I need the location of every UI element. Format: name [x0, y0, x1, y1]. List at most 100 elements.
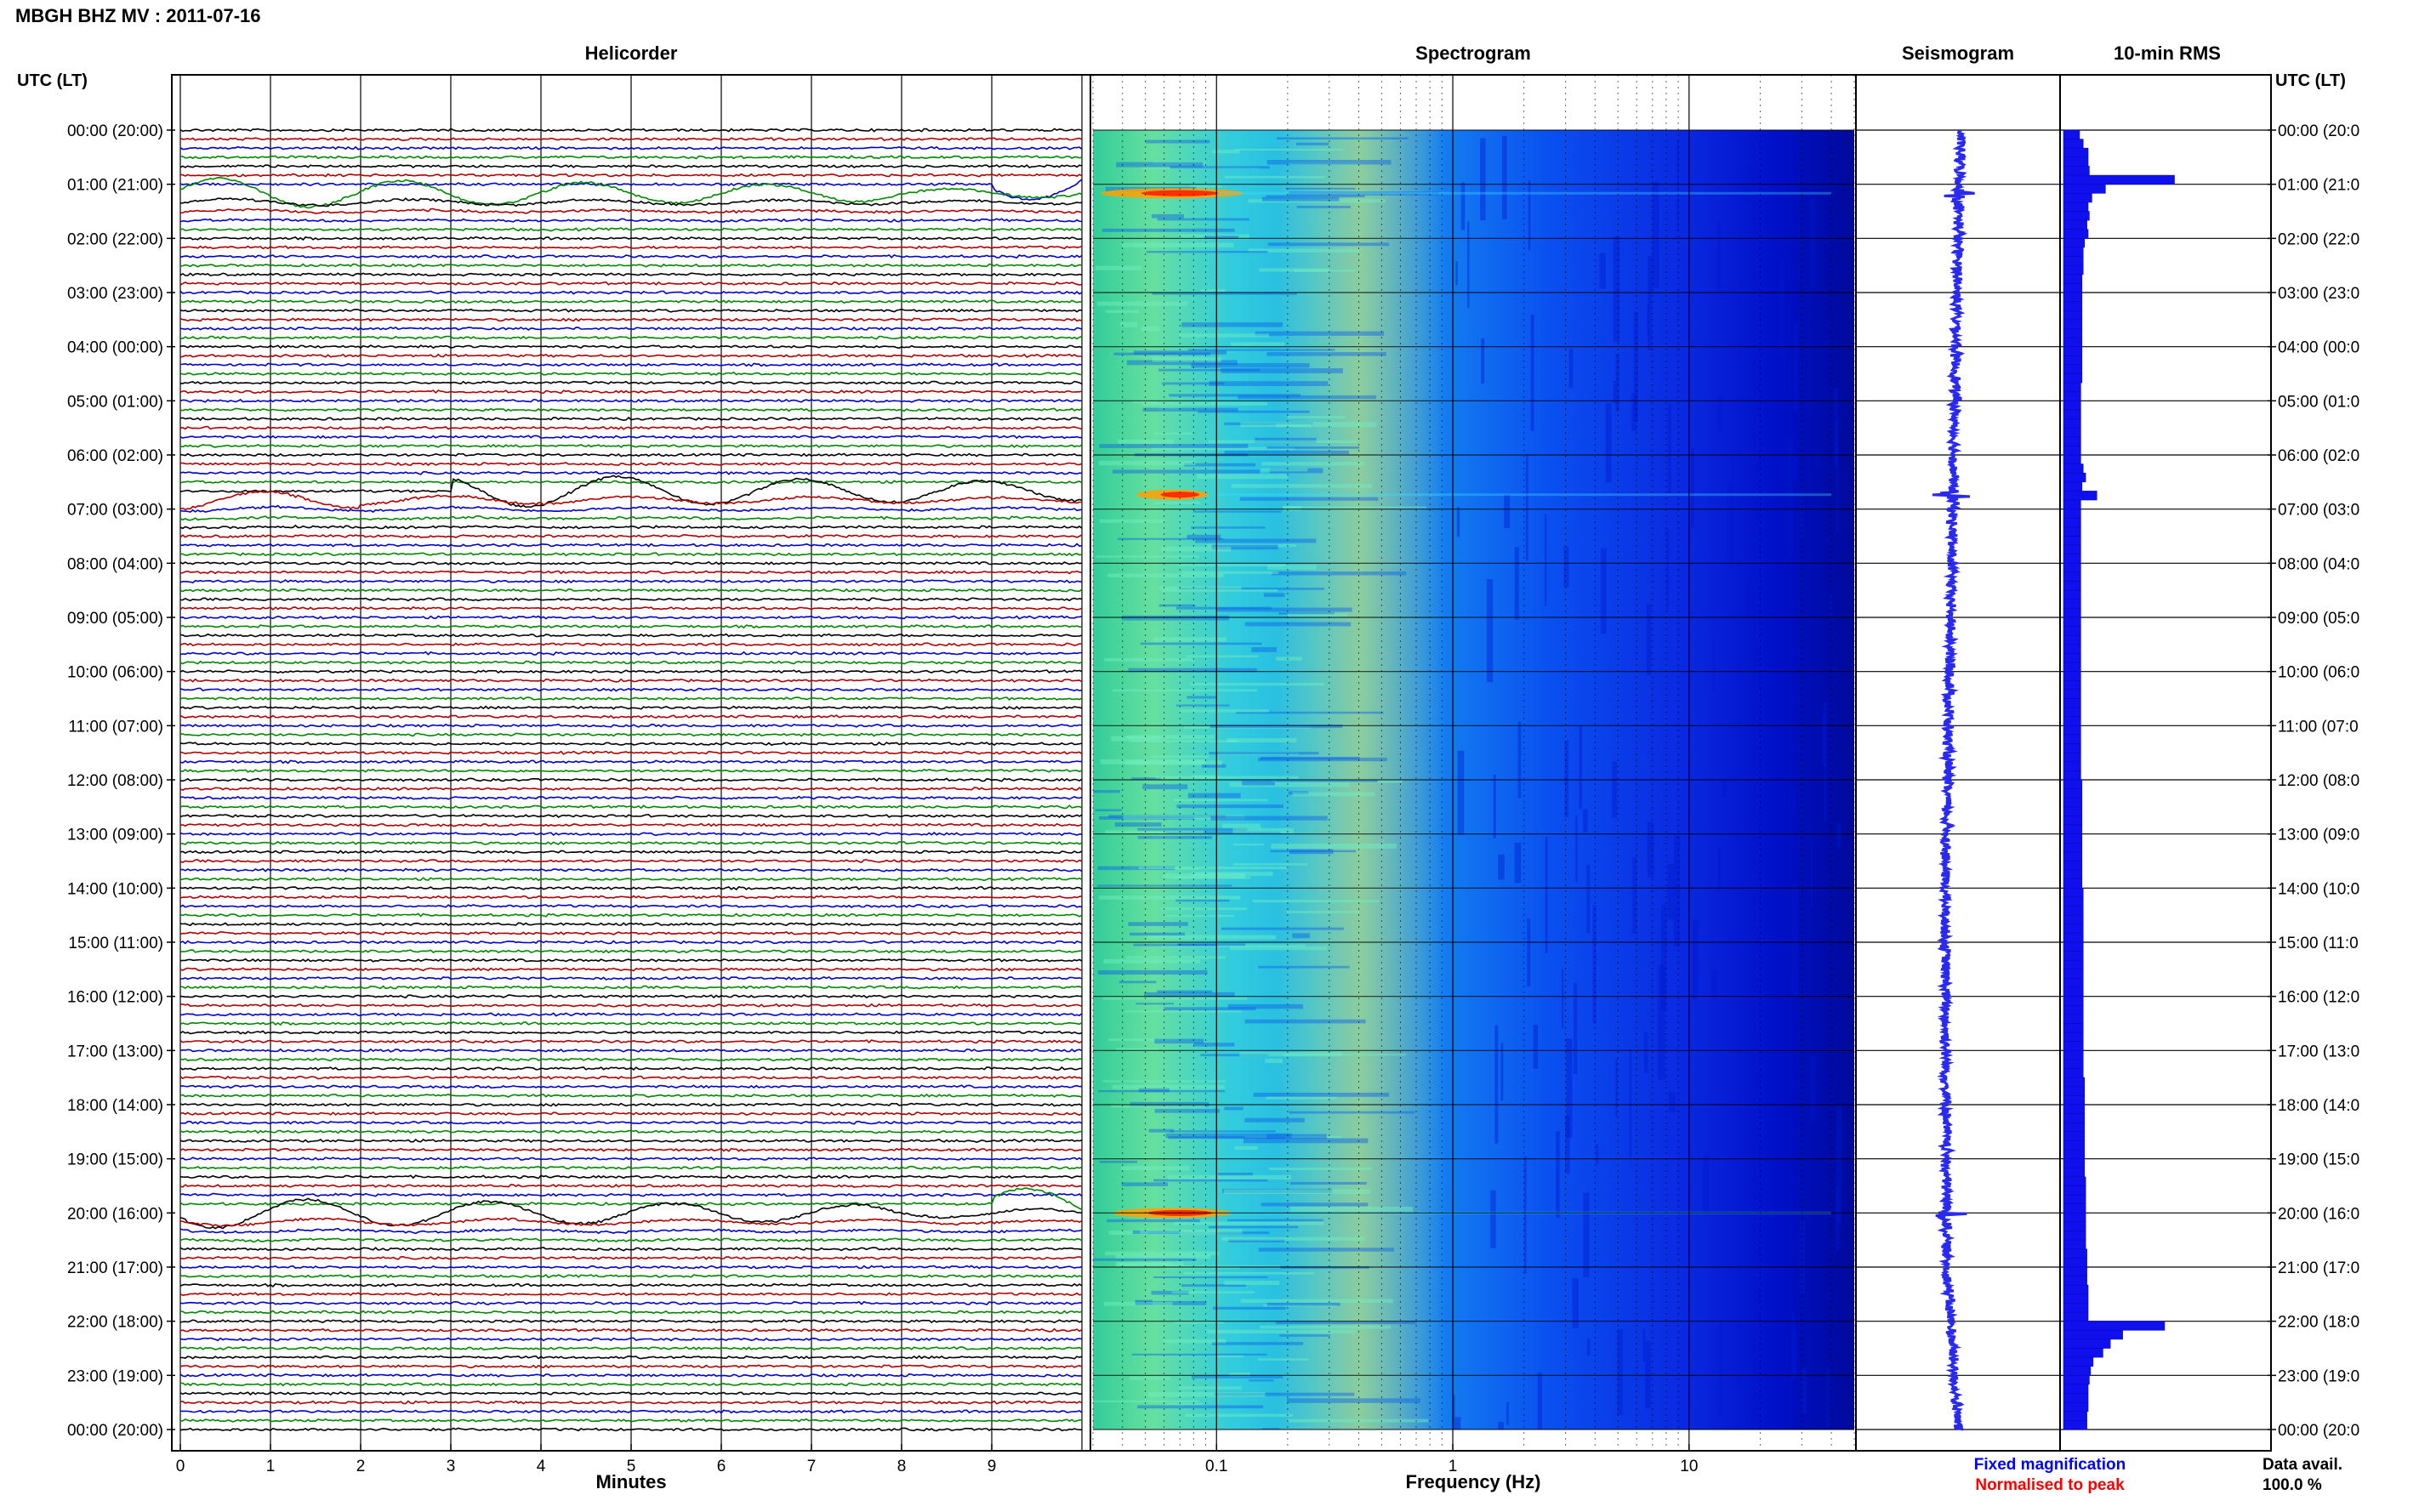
spectrogram-stripe — [1128, 668, 1257, 673]
helicorder-trace — [179, 1075, 1083, 1080]
helicorder-tick-label: 0 — [176, 1458, 185, 1475]
rms-bar — [2063, 824, 2083, 834]
spectrogram-stripe — [1224, 1106, 1244, 1111]
seismogram-trace — [1932, 128, 1975, 1431]
helicorder-trace — [179, 281, 1083, 286]
helicorder-trace — [179, 389, 1083, 395]
spectrogram-stripe — [1096, 301, 1188, 306]
spectrogram-stripe — [1667, 863, 1674, 919]
helicorder-trace — [179, 1138, 1083, 1144]
time-label-left: 20:00 (16:00) — [67, 1205, 163, 1223]
rms-bar — [2063, 581, 2081, 591]
helicorder-trace — [180, 1012, 1083, 1017]
spectrogram-stripe — [1113, 352, 1211, 355]
spectrogram-stripe — [1821, 713, 1825, 767]
rms-bar — [2063, 1348, 2103, 1358]
helicorder-trace — [179, 588, 1083, 593]
helicorder-trace — [179, 1373, 1082, 1378]
time-label-right: 08:00 (04:0 — [2278, 555, 2359, 573]
helicorder-trace — [179, 353, 1082, 358]
spectrogram-stripe — [1566, 1038, 1573, 1138]
spectrogram-stripe — [1263, 593, 1285, 597]
spectrogram-stripe — [1221, 368, 1343, 373]
spectrogram-tick-label: 10 — [1680, 1458, 1698, 1475]
spectrogram-stripe — [1289, 1181, 1367, 1185]
spectrogram-stripe — [1192, 775, 1220, 779]
rms-bar — [2063, 1095, 2086, 1106]
rms-bar — [2063, 400, 2081, 411]
helicorder-trace — [179, 308, 1083, 313]
spectrogram-stripe — [1592, 905, 1597, 1024]
spectrogram-stripe — [1253, 1092, 1390, 1097]
spectrogram-stripe — [1116, 1048, 1158, 1052]
spectrogram-tick-label: 0.1 — [1205, 1458, 1227, 1475]
rms-bar — [2063, 1032, 2084, 1042]
spectrogram-stripe — [1586, 865, 1591, 934]
data-avail-value: 100.0 % — [2262, 1476, 2322, 1494]
spectrogram-stripe — [1251, 647, 1277, 652]
spectrogram-stripe — [1147, 1392, 1266, 1397]
spectrogram-stripe — [1266, 1096, 1337, 1100]
spectrogram-stripe — [1514, 843, 1522, 884]
spectrogram-stripe — [1793, 787, 1796, 812]
helicorder-trace — [179, 840, 1083, 845]
spectrogram-stripe — [1140, 1229, 1243, 1234]
helicorder-trace — [179, 822, 1083, 827]
helicorder-trace — [179, 570, 1083, 575]
rms-bar — [2063, 373, 2083, 384]
spectrogram-stripe — [1184, 463, 1255, 467]
spectrogram-stripe — [1261, 196, 1340, 202]
spectrogram-stripe — [1290, 1207, 1414, 1212]
helicorder-tick-label: 9 — [988, 1458, 997, 1475]
helicorder-trace — [179, 543, 1083, 548]
spectrogram-stripe — [1276, 1321, 1417, 1325]
rms-bar — [2063, 816, 2083, 826]
time-label-right: 16:00 (12:0 — [2278, 989, 2359, 1007]
time-label-left: 02:00 (22:00) — [67, 230, 163, 248]
rms-bar — [2063, 689, 2081, 699]
time-label-left: 10:00 (06:00) — [67, 664, 163, 682]
rms-bar — [2063, 725, 2081, 736]
helicorder-traces — [179, 128, 1083, 1432]
spectrogram-stripe — [1702, 1155, 1710, 1212]
helicorder-trace — [179, 1039, 1083, 1044]
rms-bar — [2063, 526, 2081, 537]
spectrogram-stripe — [1255, 437, 1317, 443]
helicorder-trace — [179, 967, 1083, 972]
time-label-right: 00:00 (20:0 — [2278, 122, 2359, 140]
time-label-right: 14:00 (10:0 — [2278, 880, 2359, 898]
spectrogram-stripe — [1455, 261, 1458, 286]
rms-bar — [2063, 951, 2084, 961]
helicorder-trace — [179, 462, 1083, 467]
rms-bar — [2063, 851, 2083, 861]
rms-bar — [2063, 1194, 2086, 1204]
spectrogram-stripe — [1158, 406, 1179, 412]
spectrogram-stripe — [1257, 1358, 1309, 1361]
spectrogram-stripe — [1211, 150, 1240, 154]
rms-bar — [2063, 310, 2083, 321]
rms-bar — [2063, 761, 2081, 771]
spectrogram-stripe — [1810, 842, 1813, 907]
spectrogram-stripe — [1214, 1392, 1355, 1396]
rms-bar — [2063, 1393, 2089, 1403]
helicorder-trace — [179, 533, 1083, 538]
rms-bar — [2063, 924, 2084, 934]
spectrogram-stripe — [1210, 816, 1328, 821]
spectrogram-stripe — [1224, 1281, 1280, 1285]
spectrogram-stripe — [1259, 268, 1329, 272]
spectrogram-stripe — [1118, 1263, 1172, 1266]
spectrogram-stripe — [1227, 1003, 1303, 1009]
spectrogram-stripe — [1255, 331, 1385, 336]
rms-bar — [2063, 391, 2081, 401]
spectrogram-stripe — [1171, 1291, 1255, 1293]
helicorder-trace — [179, 128, 1083, 133]
rms-bar — [2063, 671, 2081, 681]
spectrogram-stripe — [1487, 579, 1494, 683]
spectrogram-stripe — [1454, 1417, 1461, 1430]
helicorder-trace — [179, 642, 1082, 647]
spectrogram-stripe — [1272, 780, 1403, 783]
spectrogram-stripe — [1112, 469, 1260, 474]
spectrogram-stripe — [1141, 401, 1267, 406]
time-label-left: 09:00 (05:00) — [67, 610, 163, 628]
spectrogram-stripe — [1745, 575, 1750, 622]
